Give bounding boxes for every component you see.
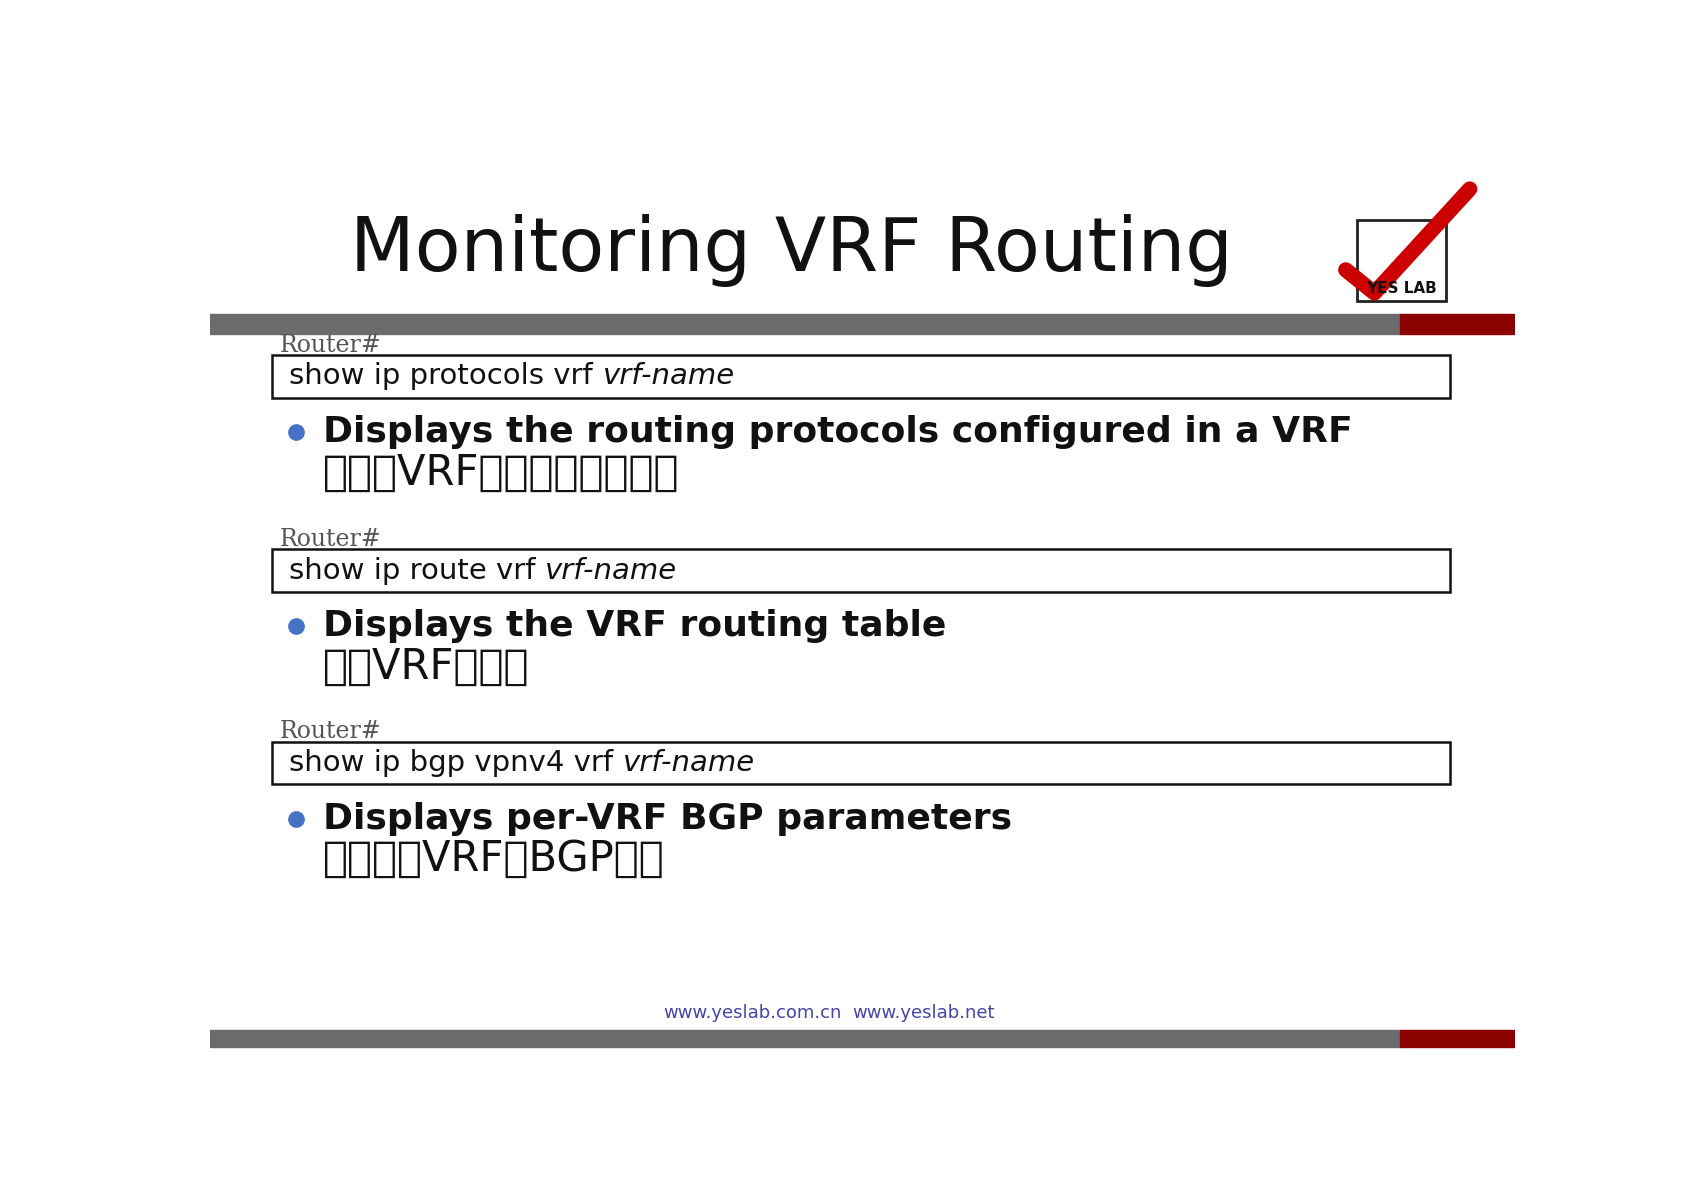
Text: www.yeslab.com.cn: www.yeslab.com.cn bbox=[663, 1004, 841, 1022]
Text: Monitoring VRF Routing: Monitoring VRF Routing bbox=[350, 214, 1233, 287]
Bar bbox=[272, 550, 1450, 591]
Text: Router#: Router# bbox=[279, 528, 382, 551]
Bar bbox=[1399, 1029, 1514, 1047]
Text: vrf-name: vrf-name bbox=[622, 749, 755, 777]
Text: vrf-name: vrf-name bbox=[602, 363, 733, 390]
Text: Displays per-VRF BGP parameters: Displays per-VRF BGP parameters bbox=[323, 802, 1011, 835]
Bar bbox=[210, 1029, 1399, 1047]
Bar bbox=[272, 356, 1450, 397]
Bar bbox=[1357, 220, 1445, 301]
Text: 显示在VRF中配置的路由协议: 显示在VRF中配置的路由协议 bbox=[323, 451, 680, 494]
Text: YES LAB: YES LAB bbox=[1366, 281, 1436, 296]
Bar bbox=[210, 314, 1399, 333]
Text: Displays the routing protocols configured in a VRF: Displays the routing protocols configure… bbox=[323, 415, 1352, 450]
Text: 显示每个VRF的BGP参数: 显示每个VRF的BGP参数 bbox=[323, 838, 664, 879]
Text: Displays the VRF routing table: Displays the VRF routing table bbox=[323, 609, 945, 644]
Text: show ip protocols vrf: show ip protocols vrf bbox=[289, 363, 602, 390]
Text: Router#: Router# bbox=[279, 720, 382, 744]
Text: 显示VRF路由表: 显示VRF路由表 bbox=[323, 645, 528, 688]
Text: vrf-name: vrf-name bbox=[545, 557, 676, 584]
Text: www.yeslab.net: www.yeslab.net bbox=[851, 1004, 994, 1022]
Bar bbox=[1399, 314, 1514, 333]
Text: Router#: Router# bbox=[279, 333, 382, 357]
Text: show ip route vrf: show ip route vrf bbox=[289, 557, 545, 584]
Bar bbox=[272, 741, 1450, 784]
Text: show ip bgp vpnv4 vrf: show ip bgp vpnv4 vrf bbox=[289, 749, 622, 777]
